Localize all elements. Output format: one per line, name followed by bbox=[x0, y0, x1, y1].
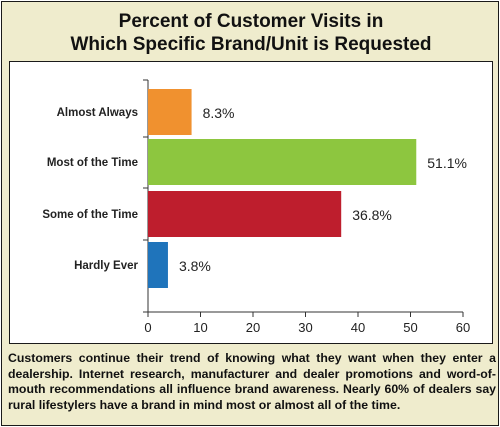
x-tick-label: 40 bbox=[351, 320, 365, 335]
x-tick-label: 30 bbox=[298, 320, 312, 335]
category-label: Some of the Time bbox=[42, 209, 138, 221]
category-label: Almost Always bbox=[57, 107, 138, 119]
bar bbox=[148, 242, 168, 288]
x-tick-label: 0 bbox=[144, 320, 151, 335]
data-label: 51.1% bbox=[427, 155, 467, 171]
chart-title-line-1: Percent of Customer Visits in bbox=[118, 11, 384, 32]
data-label: 36.8% bbox=[352, 207, 392, 223]
data-label: 3.8% bbox=[179, 258, 211, 274]
category-label: Most of the Time bbox=[47, 157, 138, 169]
chart-caption: Customers continue their trend of knowin… bbox=[8, 351, 496, 412]
chart-title-line-2: Which Specific Brand/Unit is Requested bbox=[70, 34, 432, 55]
x-tick-label: 10 bbox=[193, 320, 207, 335]
bar bbox=[148, 89, 192, 135]
data-label: 8.3% bbox=[203, 105, 235, 121]
bar bbox=[148, 139, 417, 185]
x-tick-label: 60 bbox=[456, 320, 470, 335]
category-label: Hardly Ever bbox=[74, 260, 138, 272]
x-tick-label: 50 bbox=[403, 320, 417, 335]
bar bbox=[148, 191, 342, 237]
chart-title: Percent of Customer Visits in Which Spec… bbox=[2, 10, 500, 56]
x-tick-label: 20 bbox=[246, 320, 260, 335]
